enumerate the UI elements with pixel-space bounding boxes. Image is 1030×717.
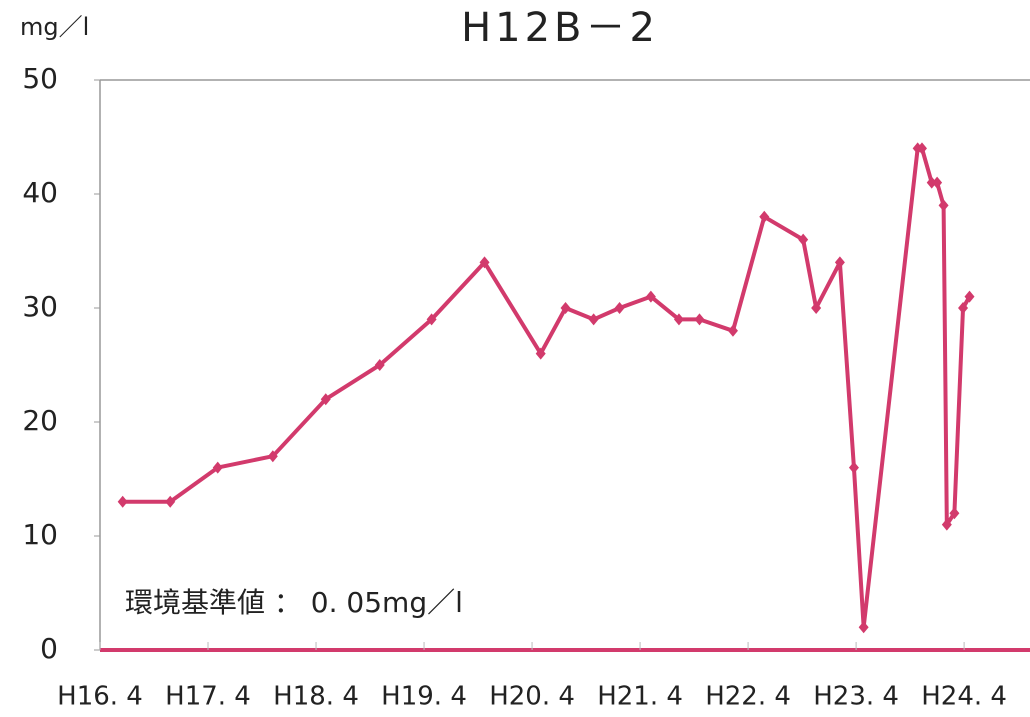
point [320, 393, 331, 406]
point [267, 450, 278, 463]
point [614, 302, 625, 314]
x-tick-label: H16. 4 [57, 682, 143, 712]
x-tick-label: H18. 4 [273, 682, 359, 712]
y-tick-label: 30 [22, 290, 58, 323]
point [560, 302, 571, 314]
x-tick-label: H21. 4 [597, 682, 683, 712]
y-tick-label: 10 [22, 518, 58, 551]
point [811, 302, 822, 314]
point [645, 290, 656, 303]
y-axis-label: mg／l [20, 13, 89, 41]
point [834, 256, 845, 269]
point [374, 359, 385, 371]
point [848, 461, 859, 474]
point [479, 256, 490, 269]
point [535, 347, 546, 360]
point [858, 621, 869, 634]
point [426, 313, 437, 326]
x-tick-label: H24. 4 [921, 682, 1007, 712]
y-tick-label: 50 [22, 62, 58, 95]
y-tick-label: 20 [22, 404, 58, 437]
x-tick-label: H17. 4 [165, 682, 251, 712]
line [122, 146, 972, 630]
point [588, 313, 599, 326]
point [958, 302, 969, 314]
x-tick-label: H20. 4 [489, 682, 575, 712]
point [694, 313, 705, 326]
y-tick-label: 40 [22, 176, 58, 209]
x-tick-label: H19. 4 [381, 682, 467, 712]
point [938, 199, 949, 212]
point [759, 210, 770, 223]
point [916, 142, 927, 155]
point [964, 290, 975, 303]
point [165, 495, 176, 508]
point [798, 233, 809, 246]
point [673, 313, 684, 326]
point [727, 324, 738, 337]
point [932, 176, 943, 189]
point [212, 461, 223, 474]
point [941, 518, 952, 531]
point [117, 495, 128, 508]
annotation: 環境基準値 ： 0. 05mg／l [125, 586, 463, 619]
point [926, 176, 937, 189]
x-tick-label: H22. 4 [705, 682, 791, 712]
y-tick-label: 0 [40, 632, 58, 665]
point [949, 507, 960, 520]
chart-title: H12B－2 [461, 5, 659, 51]
x-tick-label: H23. 4 [813, 682, 899, 712]
